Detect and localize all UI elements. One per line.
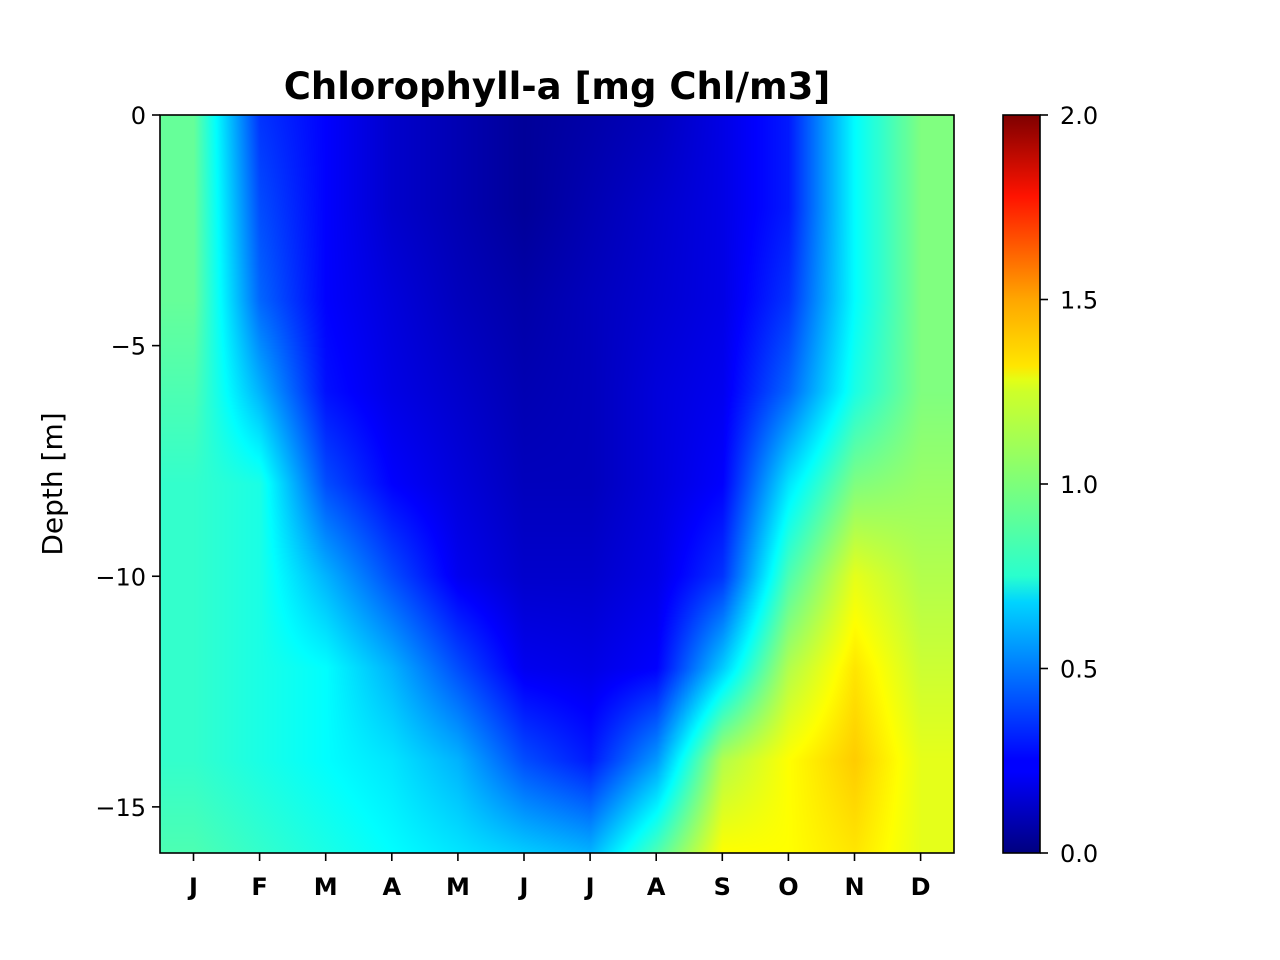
x-tick-label: M: [314, 873, 338, 901]
x-tick-label: A: [383, 873, 402, 901]
y-tick-label: −5: [111, 333, 146, 361]
x-tick-label: J: [584, 873, 595, 901]
x-tick-label: O: [778, 873, 798, 901]
chart-title: Chlorophyll-a [mg Chl/m3]: [284, 65, 831, 108]
x-tick-label: S: [714, 873, 731, 901]
colorbar-tick-label: 1.0: [1060, 471, 1098, 499]
colorbar: [1003, 115, 1040, 853]
y-axis-ticks: 0 −5 −10 −15: [95, 102, 160, 822]
y-axis-label: Depth [m]: [36, 412, 69, 555]
plot-frame: [159, 114, 955, 854]
x-tick-label: J: [518, 873, 529, 901]
heatmap-field: [160, 115, 954, 853]
colorbar-tick-label: 0.0: [1060, 840, 1098, 868]
x-tick-label: F: [251, 873, 267, 901]
colorbar-tick-label: 0.5: [1060, 656, 1098, 684]
x-tick-label: J: [187, 873, 198, 901]
x-tick-label: M: [446, 873, 470, 901]
x-tick-label: N: [844, 873, 864, 901]
y-tick-label: 0: [131, 102, 146, 130]
y-tick-label: −15: [95, 794, 146, 822]
y-tick-label: −10: [95, 563, 146, 591]
x-tick-label: D: [911, 873, 931, 901]
colorbar-ticks: 0.0 0.5 1.0 1.5 2.0: [1040, 102, 1098, 868]
colorbar-tick-label: 2.0: [1060, 102, 1098, 130]
x-tick-label: A: [647, 873, 666, 901]
colorbar-tick-label: 1.5: [1060, 287, 1098, 315]
